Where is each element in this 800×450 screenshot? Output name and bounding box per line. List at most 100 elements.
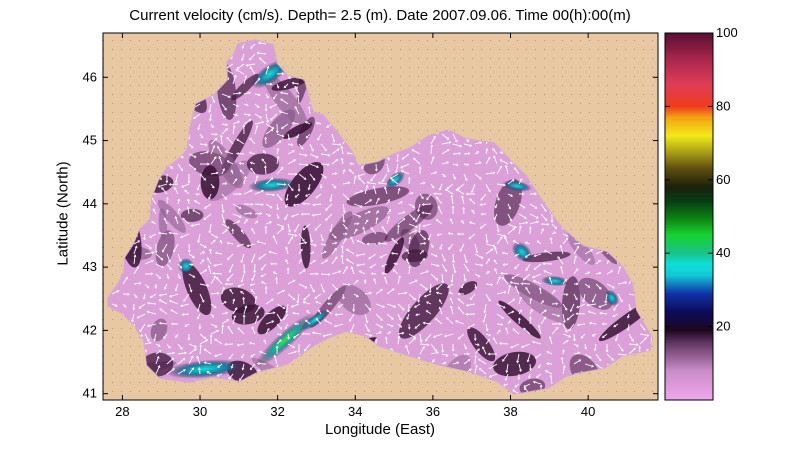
vector-arrowhead <box>302 227 306 231</box>
vector-arrowhead <box>282 289 286 293</box>
vector-arrow <box>540 316 546 325</box>
vector-arrowhead <box>201 299 205 303</box>
vector-arrowhead <box>291 81 295 85</box>
vector-arrow <box>285 247 289 255</box>
vector-arrow <box>203 348 212 355</box>
vector-arrowhead <box>519 296 522 300</box>
vector-arrowhead <box>192 209 195 212</box>
vector-arrowhead <box>483 310 487 314</box>
vector-arrow <box>305 193 311 197</box>
vector-arrow <box>249 342 256 345</box>
vector-arrowhead <box>367 329 370 333</box>
vector-arrow <box>199 251 205 255</box>
vector-arrow <box>496 323 503 326</box>
vector-arrow <box>286 193 289 201</box>
vector-arrowhead <box>532 275 535 279</box>
vector-arrowhead <box>324 319 327 323</box>
vector-arrow <box>308 183 311 190</box>
vector-arrow <box>452 152 461 155</box>
vector-arrow <box>540 203 547 212</box>
vector-arrowhead <box>302 269 306 272</box>
vector-arrowhead <box>147 301 150 305</box>
vector-arrowhead <box>519 369 522 373</box>
vector-arrowhead <box>469 198 472 202</box>
vector-arrow <box>561 357 564 365</box>
vector-arrowhead <box>324 148 327 152</box>
vector-arrow <box>415 213 421 223</box>
vector-arrowhead <box>387 169 390 173</box>
vector-arrow <box>295 193 300 198</box>
vector-arrow <box>485 283 493 286</box>
vector-arrowhead <box>512 240 516 243</box>
vector-arrowhead <box>485 240 489 244</box>
vector-arrowhead <box>251 278 255 281</box>
vector-arrowhead <box>447 285 450 288</box>
vector-arrowhead <box>183 299 186 302</box>
vector-arrow <box>183 293 190 302</box>
vector-arrow <box>221 301 227 305</box>
vector-arrowhead <box>292 279 296 283</box>
vector-arrow <box>155 365 161 375</box>
vector-arrowhead <box>430 144 434 148</box>
vector-arrow <box>261 281 267 285</box>
vector-arrow <box>364 219 369 225</box>
vector-arrow <box>584 258 591 265</box>
vector-arrow <box>375 331 382 335</box>
vector-arrowhead <box>360 190 364 193</box>
vector-arrowhead <box>479 176 482 180</box>
vector-arrowhead <box>307 106 311 109</box>
vector-arrowhead <box>500 236 503 240</box>
vector-arrowhead <box>564 330 568 333</box>
vector-arrow <box>485 148 488 155</box>
vector-arrowhead <box>313 259 316 263</box>
vector-arrowhead <box>249 367 253 371</box>
vector-arrow <box>265 128 274 135</box>
vector-arrow <box>452 133 458 143</box>
vector-arrow <box>426 301 432 305</box>
vector-arrowhead <box>413 335 416 338</box>
vector-arrowhead <box>214 137 218 141</box>
vector-arrow <box>615 333 619 341</box>
vector-arrow <box>276 148 279 155</box>
vector-arrowhead <box>168 260 171 263</box>
vector-arrowhead <box>377 197 380 201</box>
vector-arrow <box>452 353 458 357</box>
vector-arrow <box>353 279 359 285</box>
vector-arrow <box>169 300 179 305</box>
vector-arrowhead <box>315 195 319 199</box>
vector-arrowhead <box>391 288 395 291</box>
vector-arrowhead <box>227 226 230 229</box>
vector-arrow <box>320 243 326 246</box>
vector-arrow <box>605 293 608 303</box>
vector-arrowhead <box>477 274 481 278</box>
vector-arrowhead <box>303 177 307 180</box>
vector-arrowhead <box>334 172 338 176</box>
vector-arrowhead <box>348 169 352 172</box>
vector-arrowhead <box>431 245 434 249</box>
vector-arrowhead <box>175 335 178 339</box>
vector-arrow <box>287 183 294 191</box>
vector-arrow <box>228 373 234 380</box>
vector-arrowhead <box>266 95 269 99</box>
vector-arrow <box>551 313 560 317</box>
vector-arrowhead <box>404 291 408 295</box>
vector-arrowhead <box>626 328 630 332</box>
vector-arrow <box>507 213 512 222</box>
vector-arrowhead <box>631 339 634 342</box>
vector-arrowhead <box>214 354 217 358</box>
vector-arrowhead <box>389 176 393 180</box>
vector-arrowhead <box>516 360 519 364</box>
vector-arrowhead <box>426 197 429 201</box>
vector-arrow <box>242 43 245 49</box>
vector-arrow <box>566 313 575 321</box>
vector-arrow <box>226 137 234 145</box>
vector-arrowhead <box>213 156 217 160</box>
vector-arrow <box>430 253 438 257</box>
vector-arrowhead <box>243 175 247 179</box>
vector-arrowhead <box>413 337 416 341</box>
vector-arrowhead <box>232 298 236 302</box>
vector-arrowhead <box>426 343 430 347</box>
vector-arrowhead <box>482 320 486 323</box>
vector-arrow <box>239 162 245 165</box>
vector-arrow <box>254 175 259 185</box>
